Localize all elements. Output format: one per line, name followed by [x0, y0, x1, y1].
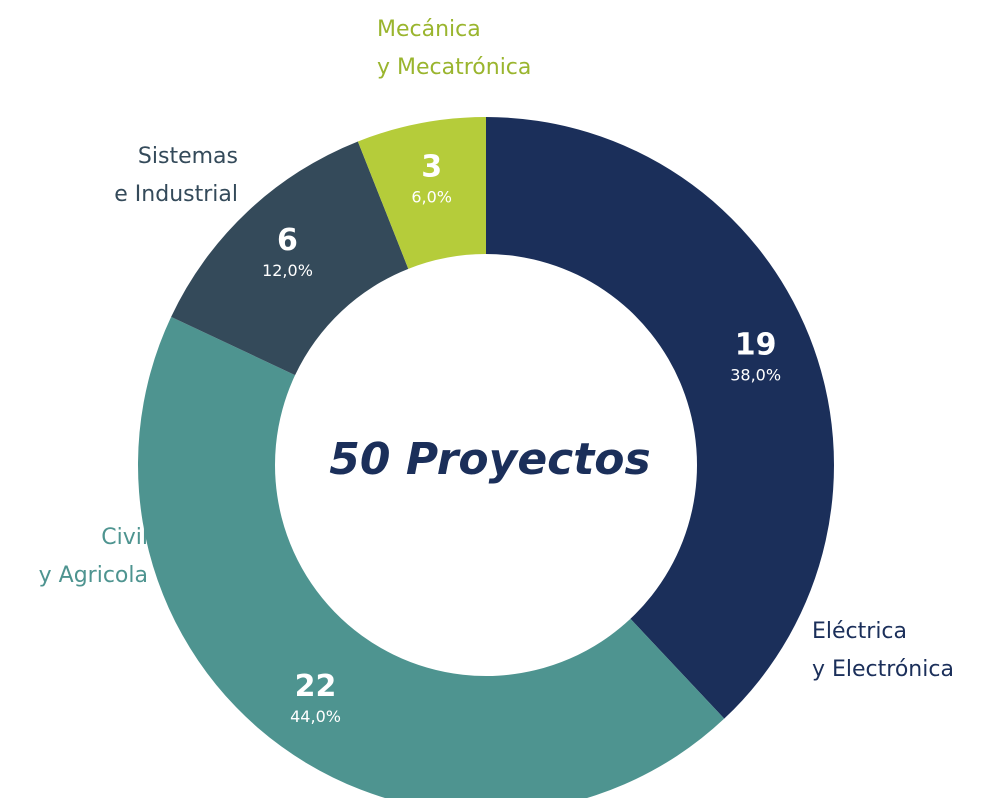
- donut-slice: [171, 141, 409, 376]
- donut-slice: [138, 316, 725, 798]
- category-label: e Industrial: [114, 182, 238, 207]
- donut-slice: [486, 117, 835, 719]
- value-label: 3: [421, 150, 442, 185]
- category-label: Eléctrica: [812, 619, 907, 644]
- percentage-label: 12,0%: [262, 261, 313, 280]
- category-label: y Agricola: [39, 563, 148, 588]
- value-label: 22: [295, 669, 337, 704]
- center-label: 50 Proyectos: [329, 434, 650, 485]
- percentage-label: 44,0%: [290, 707, 341, 726]
- value-label: 6: [277, 223, 298, 258]
- category-label: Sistemas: [138, 144, 238, 169]
- percentage-label: 6,0%: [411, 188, 452, 207]
- value-label: 19: [735, 328, 777, 363]
- category-label: y Electrónica: [812, 657, 954, 682]
- donut-slice: [357, 117, 486, 269]
- category-label: Civil: [101, 525, 148, 550]
- category-label: Mecánica: [377, 17, 481, 42]
- percentage-label: 38,0%: [730, 366, 781, 385]
- category-label: y Mecatrónica: [377, 55, 531, 80]
